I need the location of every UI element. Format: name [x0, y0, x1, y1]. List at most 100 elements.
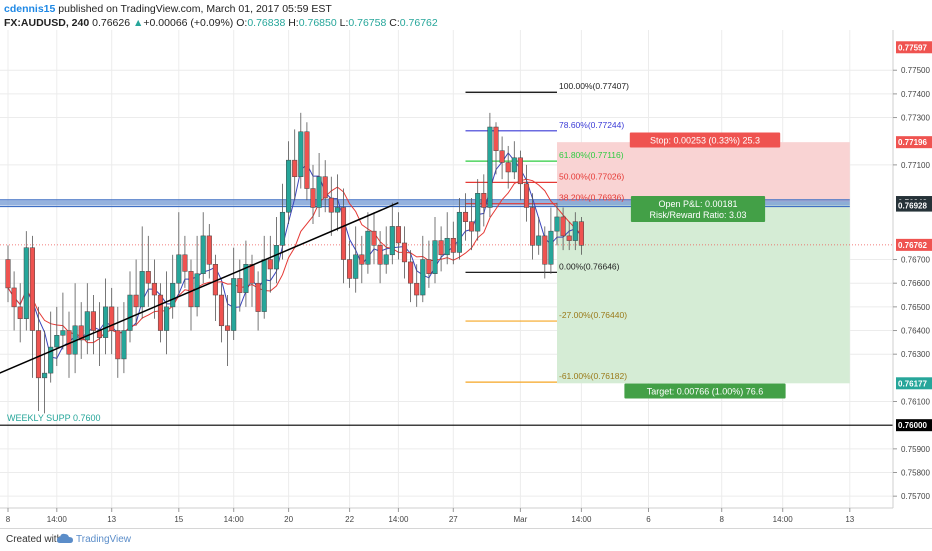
candle[interactable] — [17, 283, 23, 343]
candle[interactable] — [200, 212, 206, 284]
candle[interactable] — [60, 292, 66, 350]
candle[interactable] — [408, 250, 414, 303]
tradingview-brand-link[interactable]: TradingView — [76, 534, 132, 545]
price-axis[interactable] — [893, 30, 932, 528]
candle[interactable] — [267, 235, 273, 293]
candle[interactable] — [450, 221, 456, 265]
candle[interactable] — [536, 216, 542, 255]
candle[interactable] — [359, 235, 365, 284]
candle[interactable] — [566, 221, 572, 251]
candle[interactable] — [511, 141, 517, 180]
candle[interactable] — [292, 129, 298, 201]
candle[interactable] — [23, 231, 29, 331]
candle[interactable] — [139, 226, 145, 319]
candle[interactable] — [109, 287, 115, 355]
candle[interactable] — [48, 311, 54, 383]
candle[interactable] — [499, 136, 505, 180]
candle[interactable] — [389, 202, 395, 265]
candle[interactable] — [377, 231, 383, 284]
candle[interactable] — [115, 306, 121, 378]
candle[interactable] — [182, 235, 188, 288]
candle[interactable] — [414, 264, 420, 307]
candle[interactable] — [121, 302, 127, 374]
candle[interactable] — [231, 247, 237, 340]
candle[interactable] — [560, 207, 566, 251]
target-label[interactable]: Target: 0.00766 (1.00%) 76.6 — [624, 383, 786, 399]
candle[interactable] — [286, 141, 292, 225]
candle[interactable] — [365, 212, 371, 274]
candle[interactable] — [84, 283, 90, 355]
candle[interactable] — [90, 295, 96, 355]
candle[interactable] — [505, 145, 511, 189]
author-link[interactable]: cdennis15 — [4, 3, 56, 15]
candle[interactable] — [176, 212, 182, 296]
candle[interactable] — [469, 198, 475, 251]
candle[interactable] — [145, 235, 151, 307]
candle[interactable] — [395, 212, 401, 260]
stop-loss-zone[interactable] — [557, 142, 850, 203]
candle[interactable] — [523, 164, 530, 222]
candle[interactable] — [322, 160, 328, 213]
candle[interactable] — [444, 212, 450, 265]
candle[interactable] — [316, 153, 322, 217]
candle[interactable] — [456, 198, 462, 260]
candle[interactable] — [237, 259, 243, 312]
candle[interactable] — [572, 212, 578, 251]
candle[interactable] — [328, 176, 334, 236]
candle[interactable] — [438, 226, 444, 272]
candle[interactable] — [11, 271, 17, 331]
candle[interactable] — [481, 174, 487, 227]
candle[interactable] — [279, 183, 286, 260]
candle[interactable] — [188, 259, 194, 331]
candle[interactable] — [42, 330, 48, 414]
candle[interactable] — [157, 283, 164, 343]
candle[interactable] — [127, 271, 133, 343]
candle[interactable] — [225, 295, 231, 367]
candle[interactable] — [475, 179, 481, 241]
candle[interactable] — [432, 216, 438, 284]
candle[interactable] — [371, 212, 377, 265]
candle[interactable] — [54, 306, 60, 367]
candle[interactable] — [530, 193, 536, 260]
candle[interactable] — [340, 188, 347, 284]
candle[interactable] — [493, 122, 499, 175]
candle[interactable] — [151, 259, 157, 319]
stop-label[interactable]: Stop: 0.00253 (0.33%) 25.3 — [629, 132, 781, 148]
candle[interactable] — [5, 245, 11, 303]
candle[interactable] — [426, 240, 432, 288]
symbol-interval[interactable]: FX:AUDUSD, 240 — [4, 17, 90, 29]
candle[interactable] — [578, 216, 584, 255]
candle[interactable] — [554, 202, 560, 246]
candle[interactable] — [517, 150, 523, 201]
candle[interactable] — [353, 226, 359, 293]
ascending-trendline[interactable] — [0, 202, 399, 383]
candle[interactable] — [310, 164, 316, 225]
candle[interactable] — [29, 235, 35, 378]
candle[interactable] — [487, 112, 493, 217]
candle[interactable] — [383, 226, 389, 274]
candle[interactable] — [206, 224, 212, 279]
candle[interactable] — [420, 235, 426, 303]
candle[interactable] — [347, 240, 353, 288]
candle[interactable] — [273, 216, 279, 284]
candle[interactable] — [78, 302, 84, 359]
candle[interactable] — [334, 174, 340, 232]
candle[interactable] — [462, 193, 469, 241]
candle[interactable] — [298, 112, 304, 189]
candle[interactable] — [218, 283, 225, 343]
candle[interactable] — [249, 254, 255, 307]
profit-target-zone[interactable] — [557, 202, 850, 384]
candle[interactable] — [35, 306, 42, 411]
candle[interactable] — [164, 271, 170, 355]
candle[interactable] — [304, 122, 310, 201]
candle[interactable] — [401, 226, 408, 279]
candle[interactable] — [243, 240, 249, 307]
candle[interactable] — [170, 254, 176, 319]
candle[interactable] — [255, 271, 261, 331]
price-chart[interactable]: WEEKLY SUPP 0.7600 100.00%(0.77407) 78.60%… — [0, 30, 932, 528]
candle[interactable] — [542, 226, 548, 279]
candle[interactable] — [548, 207, 554, 274]
resistance-band[interactable] — [0, 200, 850, 206]
candle[interactable] — [103, 278, 109, 355]
